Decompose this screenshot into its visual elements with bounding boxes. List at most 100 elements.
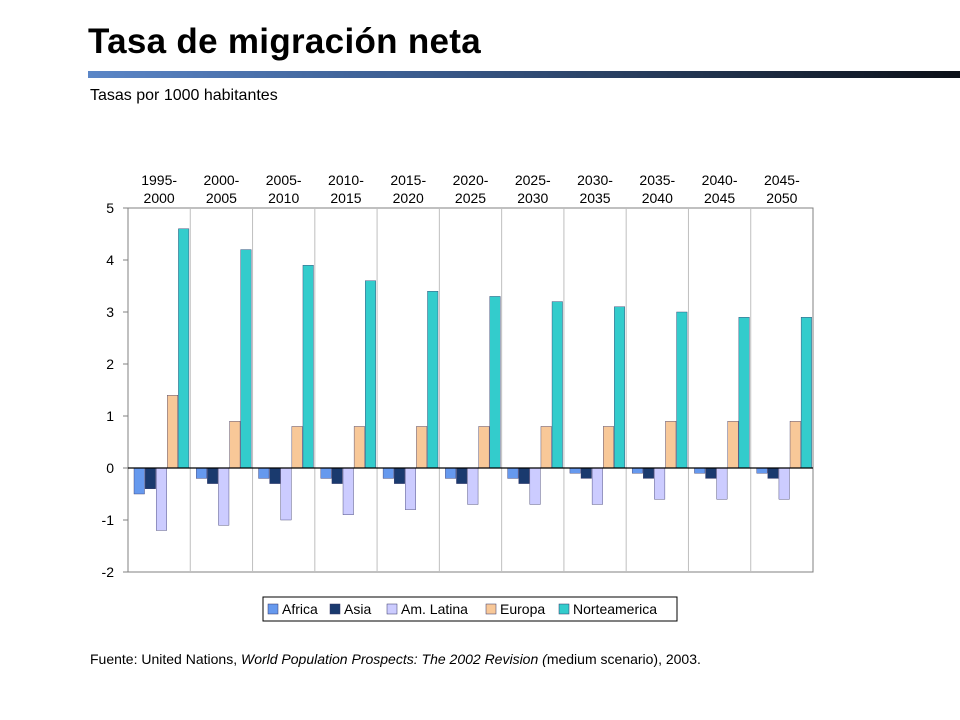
y-tick-label: 5 (106, 200, 114, 216)
bar (178, 228, 190, 469)
bar (445, 467, 457, 479)
bar (591, 467, 603, 505)
bar (529, 467, 541, 505)
bar (551, 301, 563, 469)
bar (478, 426, 490, 469)
legend-label: Norteamerica (573, 601, 657, 617)
bar (694, 467, 706, 474)
bar (302, 265, 314, 469)
bar (489, 296, 501, 469)
bar (405, 467, 416, 510)
y-tick-label: 4 (106, 252, 114, 268)
bar (767, 467, 779, 479)
legend-label: Africa (282, 601, 318, 617)
x-tick-label: 2010 (268, 190, 299, 206)
x-tick-label: 2000 (144, 190, 175, 206)
bar (603, 426, 614, 469)
page-subtitle: Tasas por 1000 habitantes (90, 87, 278, 104)
legend-swatch (329, 603, 341, 615)
bar (155, 467, 167, 531)
bar (382, 467, 394, 479)
x-tick-label: 2025- (515, 172, 551, 188)
x-tick-label: 2035- (639, 172, 675, 188)
bar (705, 467, 717, 479)
bar (665, 421, 677, 469)
source-prefix: Fuente: United Nations, (90, 651, 241, 667)
legend-swatch (558, 603, 570, 615)
x-tick-label: 2045- (764, 172, 800, 188)
x-tick-label: 2020- (453, 172, 489, 188)
y-tick-label: 2 (106, 356, 114, 372)
bar (365, 280, 376, 469)
bar (196, 467, 207, 479)
y-tick-label: -1 (102, 512, 115, 528)
bar (342, 467, 354, 515)
bar (716, 467, 728, 500)
x-tick-label: 2025 (455, 190, 486, 206)
legend-label: Asia (344, 601, 371, 617)
bar (320, 467, 332, 479)
bar (507, 467, 519, 479)
x-tick-label: 2030 (517, 190, 548, 206)
x-tick-label: 2015- (390, 172, 426, 188)
bar (269, 467, 281, 484)
title-underline-bar (88, 71, 960, 78)
source-suffix: medium scenario), 2003. (546, 651, 701, 667)
bar (167, 395, 179, 469)
bar (727, 421, 739, 469)
bar (654, 467, 666, 500)
bar (416, 426, 428, 469)
x-tick-label: 2030- (577, 172, 613, 188)
bar (258, 467, 270, 479)
bar (456, 467, 468, 484)
bar (353, 426, 365, 469)
x-tick-label: 2015 (330, 190, 361, 206)
bar (643, 467, 654, 479)
x-tick-label: 2010- (328, 172, 364, 188)
bar (789, 421, 801, 469)
legend-swatch (267, 603, 279, 615)
plot-area (127, 207, 814, 573)
bar (676, 311, 688, 469)
bar (291, 426, 303, 469)
source-note: Fuente: United Nations, World Population… (90, 651, 701, 667)
bar (229, 421, 241, 469)
legend-label: Am. Latina (401, 601, 468, 617)
bar (218, 467, 230, 526)
bar (569, 467, 581, 474)
x-tick-label: 2000- (204, 172, 240, 188)
x-tick-label: 2020 (393, 190, 424, 206)
y-tick-label: -2 (102, 564, 115, 580)
y-tick-label: 1 (106, 408, 114, 424)
y-tick-label: 0 (106, 460, 114, 476)
bar (800, 317, 812, 469)
legend-swatch (386, 603, 398, 615)
bar (631, 467, 643, 474)
bar (614, 306, 626, 469)
x-tick-label: 1995- (141, 172, 177, 188)
y-tick-label: 3 (106, 304, 114, 320)
bar (518, 467, 530, 484)
x-tick-label: 2005 (206, 190, 237, 206)
bar (207, 467, 219, 484)
bar (738, 317, 750, 469)
x-tick-label: 2005- (266, 172, 302, 188)
x-tick-label: 2050 (766, 190, 797, 206)
bar (540, 426, 552, 469)
legend-label: Europa (500, 601, 545, 617)
legend-swatch (485, 603, 497, 615)
bar (580, 467, 592, 479)
bar (427, 291, 439, 469)
x-tick-label: 2040 (642, 190, 673, 206)
page-title: Tasa de migración neta (88, 22, 482, 61)
bar (280, 467, 292, 521)
bar (331, 467, 343, 484)
bar (756, 467, 768, 474)
x-tick-label: 2035 (579, 190, 610, 206)
x-tick-label: 2045 (704, 190, 735, 206)
x-tick-label: 2040- (702, 172, 738, 188)
source-title: World Population Prospects: The 2002 Rev… (240, 651, 547, 667)
bar (144, 467, 156, 489)
bar (133, 467, 145, 495)
